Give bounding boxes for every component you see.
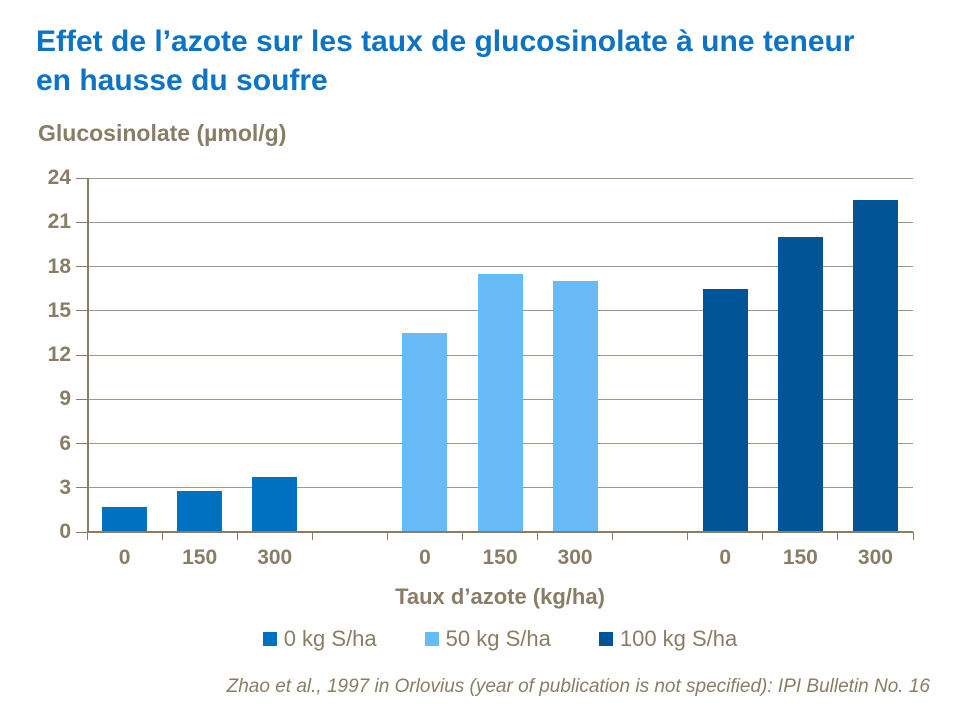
y-tick-label: 6 — [59, 431, 71, 455]
legend-swatch — [262, 632, 277, 646]
x-tick-mark — [461, 532, 463, 540]
x-axis-title: Taux d’azote (kg/ha) — [395, 584, 605, 609]
y-axis-title: Glucosinolate (µmol/g) — [38, 120, 287, 146]
y-tick-mark — [76, 221, 87, 223]
y-tick-label: 18 — [47, 254, 71, 278]
x-tick-mark — [762, 532, 764, 540]
chart-title: Effet de l’azote sur les taux de glucosi… — [36, 22, 936, 100]
bar — [852, 200, 898, 532]
y-tick-label: 15 — [47, 298, 71, 322]
x-tick-label: 0 — [419, 546, 431, 569]
y-tick-mark — [76, 266, 87, 267]
y-tick-mark — [76, 310, 87, 312]
bar — [702, 288, 748, 532]
bar — [402, 332, 448, 532]
legend-item: 50 kg S/ha — [424, 626, 551, 652]
x-tick-label: 300 — [557, 546, 593, 569]
x-tick-label: 150 — [482, 546, 518, 569]
y-axis-line — [87, 178, 89, 533]
y-tick-mark — [76, 398, 87, 400]
y-tick-label: 21 — [47, 210, 71, 234]
y-tick-mark — [76, 354, 87, 356]
legend-label: 50 kg S/ha — [445, 626, 551, 651]
bar — [102, 506, 148, 532]
legend-item: 100 kg S/ha — [598, 626, 738, 652]
y-tick-mark — [76, 177, 87, 179]
x-tick-label: 0 — [719, 546, 732, 569]
legend: 0 kg S/ha 50 kg S/ha 100 kg S/ha — [87, 626, 913, 652]
x-tick-mark — [687, 532, 689, 540]
x-tick-label: 300 — [857, 546, 893, 569]
source-citation: Zhao et al., 1997 in Orlovius (year of p… — [226, 676, 930, 697]
y-tick-mark — [76, 487, 87, 489]
x-tick-label: 0 — [118, 546, 131, 569]
bar — [552, 281, 598, 532]
plot-area: 0 3 6 9 12 15 18 21 24 0 150 300 0 150 300 0 150 300 — [48, 166, 914, 569]
gridline — [87, 177, 913, 179]
x-tick-label: 300 — [257, 546, 293, 569]
x-tick-mark — [612, 532, 614, 540]
x-tick-mark — [386, 532, 388, 540]
y-tick-label: 9 — [59, 387, 71, 411]
y-tick-label: 24 — [47, 166, 71, 189]
legend-item: 0 kg S/ha — [262, 626, 377, 652]
y-tick-label: 0 — [59, 520, 71, 543]
bar — [177, 490, 223, 532]
x-tick-mark — [837, 532, 839, 540]
x-axis-line — [87, 531, 913, 533]
x-tick-mark — [86, 532, 88, 540]
y-tick-mark — [76, 443, 87, 444]
legend-swatch — [598, 632, 613, 646]
gridline — [87, 266, 913, 267]
bar — [252, 477, 298, 532]
x-tick-mark — [236, 532, 238, 540]
chart-title-line1: Effet de l’azote sur les taux de glucosi… — [36, 25, 855, 58]
x-tick-mark — [311, 532, 313, 540]
x-tick-label: 150 — [782, 546, 818, 569]
x-tick-label: 150 — [182, 546, 218, 569]
legend-swatch — [424, 632, 439, 646]
x-tick-mark — [912, 532, 914, 540]
legend-label: 0 kg S/ha — [283, 626, 377, 651]
bar — [777, 237, 823, 532]
y-tick-mark — [76, 531, 87, 533]
gridline — [87, 221, 913, 223]
chart-title-line2: en hausse du soufre — [36, 64, 328, 97]
y-tick-label: 3 — [59, 475, 71, 499]
x-tick-mark — [537, 532, 539, 540]
legend-label: 100 kg S/ha — [619, 626, 738, 651]
x-tick-mark — [161, 532, 163, 540]
y-tick-label: 12 — [47, 343, 71, 366]
bar — [477, 273, 523, 532]
